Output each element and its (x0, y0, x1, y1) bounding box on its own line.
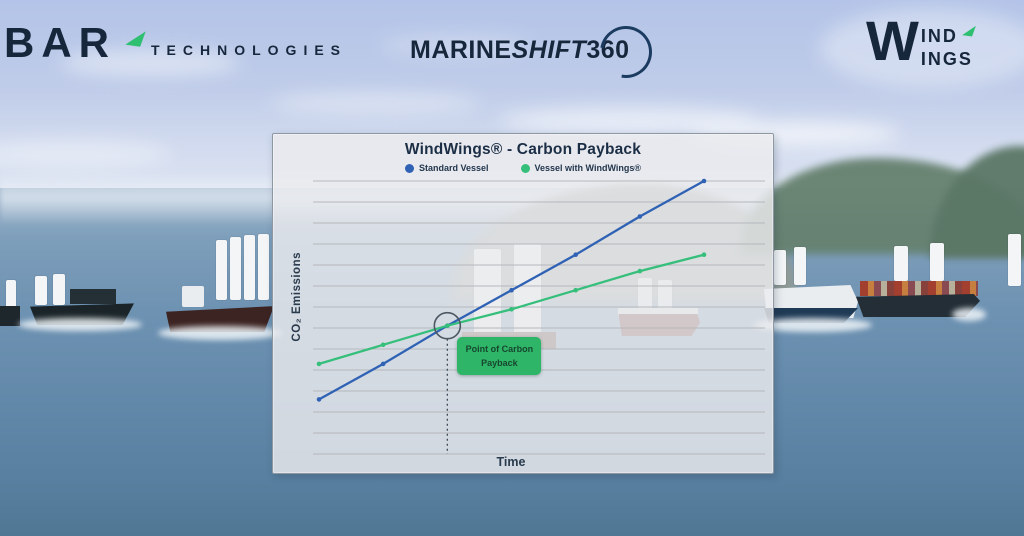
legend-dot-icon (404, 163, 414, 173)
chart-legend: Standard Vessel Vessel with WindWings® (273, 163, 773, 173)
bar-logo-text: BAR (4, 19, 116, 66)
windwings-w-text: W (866, 9, 919, 72)
windwing-sail-icon (53, 274, 65, 305)
ship-wake (18, 318, 142, 331)
legend-dot-icon (520, 163, 530, 173)
cloud (0, 140, 170, 168)
logo-bar-technologies: BAR TECHNOLOGIES (4, 22, 347, 64)
legend-label: Vessel with WindWings® (534, 163, 642, 173)
chart-title: WindWings® - Carbon Payback (404, 141, 642, 158)
ship-hull (0, 306, 20, 326)
windwing-sail-icon (894, 246, 908, 281)
windwings-flag-icon (961, 24, 976, 37)
carbon-payback-chart-panel: WindWings® - Carbon Payback Standard Ves… (272, 133, 774, 474)
windwing-sail-icon (774, 250, 786, 285)
container-stack (860, 281, 978, 296)
bar-flag-icon (125, 29, 146, 47)
legend-item: Standard Vessel (404, 163, 489, 173)
windwing-sail-icon (930, 243, 944, 281)
windwing-sail-icon (6, 280, 16, 308)
ship-illustration (0, 280, 22, 340)
ship-illustration (754, 246, 872, 342)
windwing-sail-icon (216, 240, 227, 300)
ship-wake (754, 318, 872, 332)
y-axis-label: CO₂ Emissions (291, 252, 303, 342)
cloud (270, 92, 480, 114)
payback-annotation-label: Point of Carbon Payback (457, 336, 542, 376)
ship-illustration (18, 272, 142, 334)
marineshift-text-marine: MARINE (410, 36, 512, 64)
logo-marineshift360: MARINE SHIFT 360 (410, 15, 662, 89)
x-axis-label: Time (496, 455, 526, 469)
windwings-top-text: IND (920, 26, 958, 46)
windwing-sail-icon (1008, 234, 1021, 286)
legend-item: Vessel with WindWings® (520, 163, 642, 173)
marineshift-text-360: 360 (586, 36, 630, 64)
ship-illustration (158, 234, 282, 346)
windwing-sail-icon (258, 234, 269, 300)
ship-wake (158, 326, 282, 340)
windwings-bottom-text: INGS (920, 48, 973, 69)
ship-deck (70, 289, 116, 304)
bar-logo-subtext: TECHNOLOGIES (151, 42, 348, 58)
windwing-sail-icon (35, 276, 47, 305)
ship-wake (952, 308, 986, 321)
ship-illustration (856, 242, 988, 338)
windwing-sail-icon (230, 237, 241, 300)
ship-superstructure (182, 286, 204, 307)
windwing-sail-icon (244, 235, 255, 300)
ship-hull (856, 294, 980, 317)
cloud (60, 50, 240, 76)
windwing-sail-icon (794, 247, 806, 285)
legend-label: Standard Vessel (418, 163, 489, 173)
marineshift-text-shift: SHIFT (511, 36, 587, 64)
cloud (380, 36, 530, 54)
chart-plot-area (313, 178, 765, 455)
logo-windwings: W IND INGS (866, 9, 976, 72)
cloud (820, 8, 1024, 88)
